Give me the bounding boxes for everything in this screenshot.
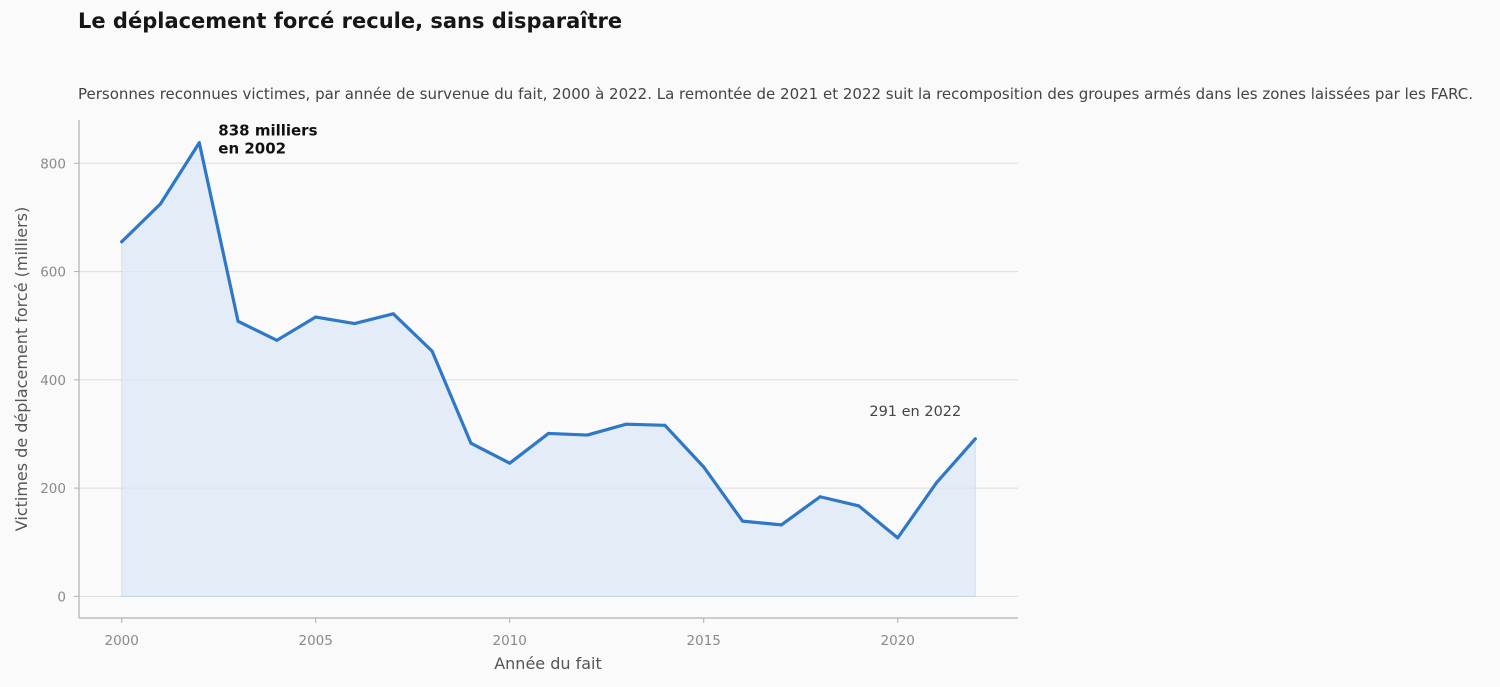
annotation-end: 291 en 2022 [869,404,961,420]
data-point-2017 [779,523,783,527]
data-point-2000 [120,240,124,244]
x-tick-label-2005: 2005 [299,633,333,649]
data-point-2009 [469,441,473,445]
data-point-2018 [818,495,822,499]
y-axis-title: Victimes de déplacement forcé (milliers) [12,207,31,531]
data-point-2007 [391,312,395,316]
data-point-2012 [585,433,589,437]
data-point-2003 [236,319,240,323]
y-tick-label-800: 800 [40,156,66,172]
annotation-peak: 838 milliers en 2002 [218,122,322,158]
x-tick-label-2000: 2000 [105,633,139,649]
series-area [121,141,976,597]
data-point-2005 [314,315,318,319]
x-tick-label-2010: 2010 [493,633,527,649]
y-tick-label-600: 600 [40,265,66,281]
data-point-2004 [275,338,279,342]
data-point-2014 [663,423,667,427]
data-point-2013 [624,422,628,426]
data-point-2016 [741,519,745,523]
data-point-2010 [508,461,512,465]
annotation-peak-line-2: en 2002 [218,140,286,158]
x-tick-label-2020: 2020 [881,633,915,649]
data-point-2001 [158,202,162,206]
x-axis-title: Année du fait [494,654,602,673]
data-point-2011 [547,431,550,435]
data-point-2021 [935,481,939,485]
data-point-2022 [973,437,977,441]
x-tick-label-2015: 2015 [687,633,721,649]
data-point-2019 [857,504,861,508]
chart-title: Le déplacement forcé recule, sans dispar… [78,9,623,33]
data-point-2020 [896,536,900,540]
data-point-2002 [197,141,201,145]
data-point-2015 [702,465,706,469]
chart-subtitle: Personnes reconnues victimes, par année … [78,85,1473,103]
data-points [120,141,977,540]
y-tick-label-400: 400 [40,373,66,389]
y-tick-label-0: 0 [57,589,66,605]
y-tick-label-200: 200 [40,481,66,497]
data-point-2006 [352,322,356,326]
data-point-2008 [430,349,434,353]
annotation-peak-line-1: 838 milliers [218,122,317,140]
tick-labels: 0 200 400 600 800 2000 2005 2010 2015 2020 [40,156,915,649]
